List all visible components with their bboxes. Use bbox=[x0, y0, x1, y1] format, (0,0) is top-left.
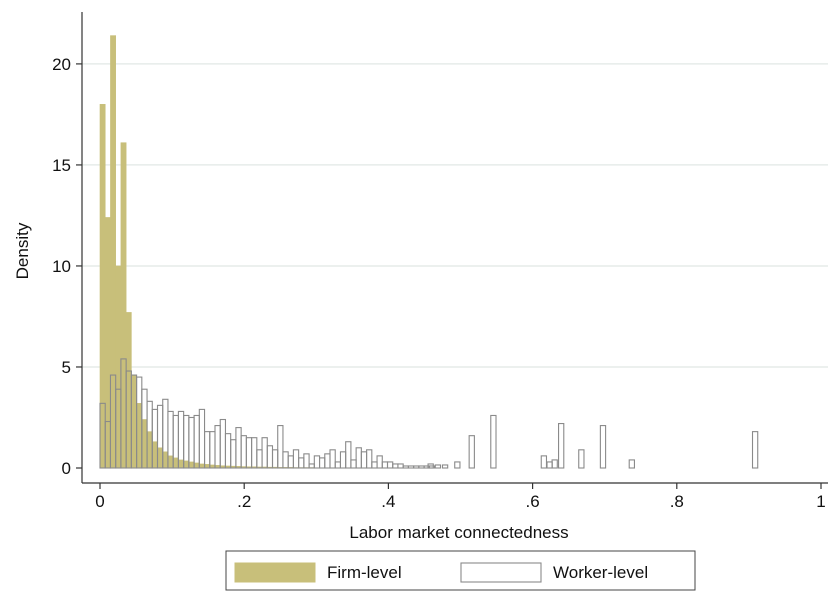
worker-level-bar bbox=[441, 464, 449, 469]
firm-level-bar bbox=[120, 142, 127, 469]
x-axis-title: Labor market connectedness bbox=[349, 523, 568, 542]
y-tick-label: 5 bbox=[62, 358, 71, 377]
firm-level-bar bbox=[115, 265, 122, 469]
firm-level-bar bbox=[104, 217, 111, 469]
worker-level-bar bbox=[578, 449, 585, 469]
worker-level-bar bbox=[454, 461, 461, 469]
worker-level-bar bbox=[628, 459, 635, 469]
firm-level-bar bbox=[110, 35, 116, 469]
y-tick-label: 15 bbox=[52, 156, 71, 175]
firm-level-bar bbox=[125, 312, 132, 469]
firm-level-bar bbox=[99, 104, 106, 469]
x-tick-label: .4 bbox=[381, 492, 395, 511]
worker-level-bar bbox=[366, 449, 373, 469]
worker-level-bar bbox=[434, 464, 442, 469]
worker-level-bar bbox=[551, 459, 558, 469]
worker-level-bars bbox=[99, 358, 759, 469]
firm-level-bar bbox=[167, 455, 174, 469]
firm-level-bar bbox=[188, 461, 195, 469]
worker-level-bar bbox=[599, 425, 607, 469]
firm-level-bar bbox=[193, 462, 200, 469]
x-tick-label: .8 bbox=[670, 492, 684, 511]
worker-level-bar bbox=[277, 425, 284, 469]
firm-level-bar bbox=[141, 419, 148, 469]
legend-worker-label: Worker-level bbox=[553, 563, 648, 582]
y-axis-title: Density bbox=[13, 222, 32, 279]
worker-level-bar bbox=[558, 422, 565, 469]
firm-level-bar bbox=[178, 459, 184, 469]
x-tick-label: 0 bbox=[95, 492, 104, 511]
firm-level-bar bbox=[172, 457, 179, 469]
worker-level-bar bbox=[751, 431, 759, 469]
legend-firm-swatch bbox=[234, 562, 316, 583]
firm-level-bar bbox=[199, 463, 205, 469]
y-tick-label: 10 bbox=[52, 257, 71, 276]
worker-level-bar bbox=[490, 414, 497, 469]
worker-level-bar bbox=[468, 435, 475, 469]
firm-level-bar bbox=[162, 451, 169, 469]
axes: 0 5 10 15 20 0 .2 .4 .6 .8 1 bbox=[52, 12, 828, 511]
firm-level-bar bbox=[157, 447, 164, 469]
firm-level-bar bbox=[183, 460, 190, 469]
worker-level-bar bbox=[427, 463, 434, 469]
worker-level-bar bbox=[303, 453, 310, 469]
x-tick-label: .2 bbox=[237, 492, 251, 511]
firm-level-bar bbox=[136, 403, 143, 469]
firm-level-bar bbox=[131, 374, 137, 469]
worker-level-bar bbox=[345, 441, 352, 469]
legend-firm-label: Firm-level bbox=[327, 563, 402, 582]
grid-lines bbox=[82, 63, 828, 368]
y-tick-label: 20 bbox=[52, 55, 71, 74]
firm-level-bar bbox=[151, 441, 158, 469]
legend: Firm-level Worker-level bbox=[225, 550, 696, 591]
x-tick-label: 1 bbox=[816, 492, 825, 511]
legend-worker-swatch bbox=[460, 562, 542, 583]
firm-level-bar bbox=[146, 431, 153, 469]
x-tick-label: .6 bbox=[526, 492, 540, 511]
worker-level-bar bbox=[329, 449, 336, 469]
y-tick-label: 0 bbox=[62, 459, 71, 478]
